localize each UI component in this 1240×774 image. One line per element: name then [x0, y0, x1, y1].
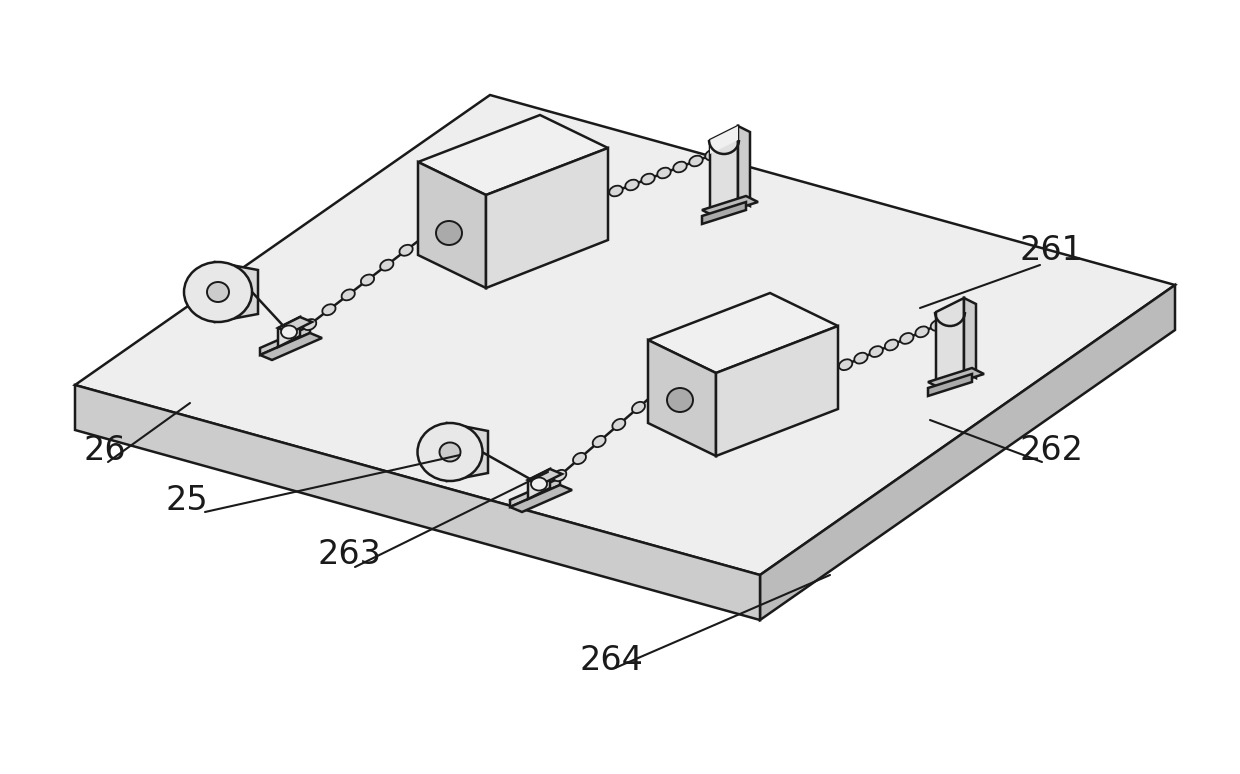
Polygon shape [649, 293, 838, 456]
Ellipse shape [641, 173, 655, 184]
Ellipse shape [915, 327, 929, 337]
Polygon shape [760, 285, 1176, 620]
Polygon shape [418, 115, 608, 195]
Ellipse shape [439, 443, 460, 461]
Polygon shape [928, 368, 985, 388]
Ellipse shape [706, 149, 719, 160]
Text: 263: 263 [317, 539, 382, 571]
Ellipse shape [673, 162, 687, 173]
Ellipse shape [839, 359, 852, 370]
Polygon shape [528, 469, 562, 485]
Polygon shape [738, 126, 750, 206]
Ellipse shape [573, 453, 587, 464]
Ellipse shape [593, 436, 605, 447]
Text: 261: 261 [1021, 234, 1084, 266]
Text: 262: 262 [1021, 433, 1084, 467]
Polygon shape [928, 374, 972, 396]
Polygon shape [715, 326, 838, 456]
Polygon shape [649, 293, 838, 373]
Ellipse shape [667, 388, 693, 412]
Polygon shape [446, 423, 489, 481]
Polygon shape [711, 126, 738, 213]
Ellipse shape [184, 262, 252, 322]
Polygon shape [215, 262, 258, 322]
Ellipse shape [885, 340, 898, 351]
Ellipse shape [652, 385, 665, 396]
Ellipse shape [869, 346, 883, 357]
Polygon shape [649, 340, 715, 456]
Ellipse shape [419, 230, 432, 241]
Polygon shape [510, 485, 572, 512]
Ellipse shape [207, 282, 229, 302]
Polygon shape [936, 298, 963, 385]
Ellipse shape [281, 326, 298, 338]
Ellipse shape [900, 333, 914, 344]
Ellipse shape [303, 319, 316, 330]
Ellipse shape [613, 419, 625, 430]
Ellipse shape [632, 402, 645, 413]
Ellipse shape [341, 289, 355, 300]
Polygon shape [278, 317, 312, 333]
Ellipse shape [531, 478, 547, 491]
Polygon shape [260, 326, 310, 355]
Polygon shape [418, 162, 486, 288]
Polygon shape [486, 148, 608, 288]
Text: 25: 25 [165, 484, 207, 516]
Ellipse shape [381, 259, 393, 271]
Polygon shape [510, 478, 560, 507]
Polygon shape [74, 385, 760, 620]
Ellipse shape [609, 186, 622, 197]
Text: 26: 26 [83, 433, 125, 467]
Ellipse shape [854, 353, 868, 364]
Ellipse shape [625, 180, 639, 190]
Ellipse shape [399, 245, 413, 255]
Ellipse shape [931, 320, 944, 330]
Ellipse shape [322, 304, 336, 315]
Polygon shape [278, 317, 300, 347]
Text: 264: 264 [580, 643, 644, 676]
Polygon shape [260, 333, 322, 360]
Ellipse shape [657, 168, 671, 178]
Polygon shape [702, 202, 746, 224]
Ellipse shape [553, 470, 567, 481]
Polygon shape [528, 469, 551, 499]
Ellipse shape [436, 221, 463, 245]
Ellipse shape [418, 423, 482, 481]
Polygon shape [702, 196, 758, 216]
Ellipse shape [689, 156, 703, 166]
Polygon shape [963, 298, 976, 378]
Polygon shape [711, 126, 738, 154]
Ellipse shape [361, 275, 374, 286]
Polygon shape [74, 95, 1176, 575]
